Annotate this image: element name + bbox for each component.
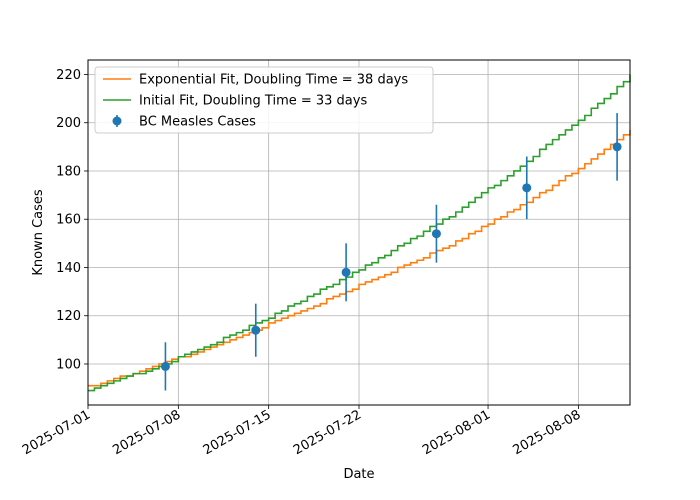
- y-tick-label: 100: [56, 357, 81, 372]
- y-tick-label: 180: [56, 164, 81, 179]
- x-axis-ticks: 2025-07-01 2025-07-08 2025-07-15 2025-07-22…: [20, 405, 583, 458]
- data-point: [431, 229, 441, 239]
- y-axis-ticks: 100 120 140 160 180 200 220: [56, 68, 88, 372]
- x-tick-label: 2025-07-22: [291, 407, 364, 458]
- x-tick-label: 2025-07-01: [20, 407, 93, 458]
- fit-line-1: [88, 74, 631, 392]
- legend: Exponential Fit, Doubling Time = 38 days…: [94, 66, 434, 134]
- y-axis-label: Known Cases: [31, 189, 46, 276]
- legend-label: Initial Fit, Doubling Time = 33 days: [139, 94, 367, 109]
- series-layer: [88, 74, 631, 392]
- x-tick-label: 2025-07-15: [201, 407, 274, 458]
- y-tick-label: 200: [56, 116, 81, 131]
- y-tick-label: 220: [56, 68, 81, 83]
- y-tick-label: 120: [56, 309, 81, 324]
- y-tick-label: 140: [56, 261, 81, 276]
- data-point: [612, 142, 622, 152]
- legend-swatch-marker: [112, 116, 122, 126]
- x-axis-label: Date: [343, 467, 374, 482]
- x-tick-label: 2025-08-08: [510, 407, 583, 458]
- x-tick-label: 2025-08-01: [420, 407, 493, 458]
- legend-label: BC Measles Cases: [139, 115, 256, 130]
- y-tick-label: 160: [56, 213, 81, 228]
- data-point: [160, 361, 170, 371]
- data-point: [251, 325, 261, 335]
- data-point: [341, 267, 351, 277]
- legend-label: Exponential Fit, Doubling Time = 38 days: [139, 73, 408, 88]
- data-point: [522, 183, 532, 193]
- legend-box: [94, 66, 434, 134]
- fit-line-0: [88, 129, 631, 387]
- x-tick-label: 2025-07-08: [110, 407, 183, 458]
